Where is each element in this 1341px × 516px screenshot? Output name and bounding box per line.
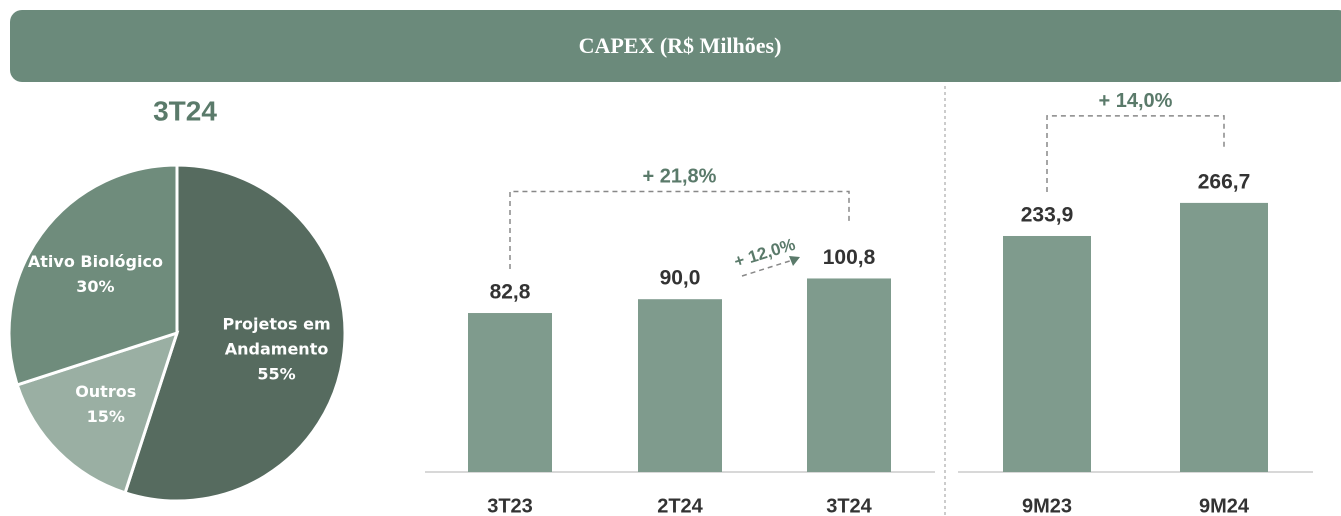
- data-label: 100,8: [823, 246, 876, 269]
- data-label: 266,7: [1198, 170, 1251, 193]
- annotation: + 14,0%: [1099, 90, 1173, 112]
- x-tick-label: 9M24: [1199, 495, 1250, 516]
- bracket: [509, 190, 850, 270]
- pie-label: Outros 15%: [31, 379, 181, 429]
- bar: [1180, 202, 1268, 472]
- annotation: + 12,0%: [732, 235, 798, 272]
- pie-label-value: 15%: [86, 407, 125, 427]
- bar: [1003, 235, 1091, 472]
- pie-slice: [7, 163, 179, 387]
- bar: [468, 313, 552, 472]
- header-bar: [10, 10, 1341, 82]
- x-tick-label: 9M23: [1022, 495, 1072, 516]
- data-label: 90,0: [660, 267, 701, 290]
- pie-slice: [123, 163, 347, 503]
- pie-title: 3T24: [153, 95, 217, 126]
- x-tick-label: 2T24: [657, 495, 703, 516]
- pie-label: Projetos em Andamento 55%: [202, 311, 352, 386]
- bar: [638, 299, 722, 472]
- bracket: [1046, 115, 1225, 192]
- data-label: 82,8: [490, 281, 531, 304]
- pie-label: Ativo Biológico 30%: [20, 249, 170, 299]
- pie-label-name: Ativo Biológico: [27, 251, 163, 271]
- arrow: [741, 258, 797, 277]
- header-title: CAPEX (R$ Milhões): [579, 33, 782, 58]
- pie-label-name: Projetos em Andamento: [222, 314, 331, 359]
- pie-label-value: 55%: [257, 364, 296, 384]
- pie-label-value: 30%: [76, 276, 115, 296]
- pie-label-name: Outros: [75, 382, 137, 402]
- bar: [807, 278, 891, 472]
- annotation: + 21,8%: [643, 166, 717, 188]
- x-tick-label: 3T24: [826, 495, 872, 516]
- data-label: 233,9: [1021, 204, 1074, 227]
- x-tick-label: 3T23: [487, 495, 533, 516]
- arrow-head: [789, 256, 800, 266]
